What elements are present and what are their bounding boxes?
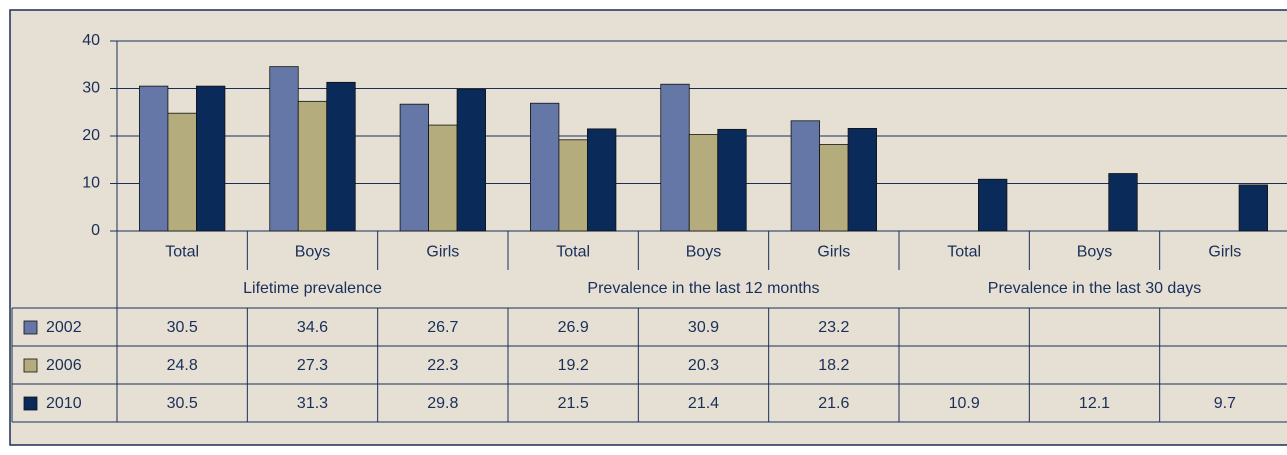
legend-label: 2002	[46, 319, 82, 336]
bar	[530, 102, 560, 232]
legend-swatch	[23, 396, 38, 411]
bar	[978, 178, 1008, 232]
bar	[1108, 173, 1138, 232]
bar	[139, 85, 169, 232]
table-value: 18.2	[818, 357, 849, 374]
table-value: 20.3	[688, 357, 719, 374]
table-value: 12.1	[1079, 395, 1110, 412]
bar	[717, 128, 747, 232]
bar	[558, 139, 588, 232]
x-tick-label: Girls	[817, 244, 850, 261]
x-tick-label: Boys	[686, 244, 722, 261]
table-value: 22.3	[427, 357, 458, 374]
bar	[1238, 184, 1268, 232]
table-value: 19.2	[558, 357, 589, 374]
bar	[660, 83, 690, 232]
bar	[326, 81, 356, 232]
group-label: Lifetime prevalence	[243, 280, 382, 297]
x-tick-label: Total	[556, 244, 590, 261]
bar	[688, 134, 719, 232]
bar	[456, 89, 486, 232]
table-value: 30.5	[167, 319, 198, 336]
x-tick-label: Boys	[295, 244, 331, 261]
bar	[790, 120, 820, 232]
table-value: 10.9	[949, 395, 980, 412]
table-value: 23.2	[818, 319, 849, 336]
group-label: Prevalence in the last 12 months	[587, 280, 819, 297]
bar	[819, 144, 849, 232]
bar	[297, 100, 328, 232]
group-label: Prevalence in the last 30 days	[988, 280, 1201, 297]
table-value: 24.8	[167, 357, 198, 374]
table-value: 27.3	[297, 357, 328, 374]
legend-swatch	[23, 320, 38, 335]
x-tick-label: Girls	[426, 244, 459, 261]
x-tick-label: Girls	[1208, 244, 1241, 261]
y-tick-label: 0	[91, 222, 100, 239]
table-value: 29.8	[427, 395, 458, 412]
y-tick-label: 10	[82, 175, 100, 192]
y-tick-label: 40	[82, 32, 100, 49]
legend-label: 2010	[46, 395, 82, 412]
table-value: 21.4	[688, 395, 719, 412]
table-value: 9.7	[1214, 395, 1236, 412]
bar	[847, 127, 877, 232]
bar	[399, 103, 429, 232]
legend-label: 2006	[46, 357, 82, 374]
table-value: 34.6	[297, 319, 328, 336]
table-value: 31.3	[297, 395, 328, 412]
legend-swatch	[23, 358, 38, 373]
table-value: 26.9	[558, 319, 589, 336]
x-tick-label: Total	[947, 244, 981, 261]
bar	[167, 112, 197, 232]
x-tick-label: Total	[165, 244, 199, 261]
y-tick-label: 20	[82, 127, 100, 144]
y-tick-label: 30	[82, 80, 100, 97]
table-value: 21.5	[558, 395, 589, 412]
table-value: 30.5	[167, 395, 198, 412]
table-value: 21.6	[818, 395, 849, 412]
table-value: 30.9	[688, 319, 719, 336]
x-tick-label: Boys	[1077, 244, 1113, 261]
table-value: 26.7	[427, 319, 458, 336]
bar	[428, 124, 458, 232]
bar	[196, 85, 226, 232]
bar	[269, 66, 299, 232]
bar	[587, 128, 617, 232]
